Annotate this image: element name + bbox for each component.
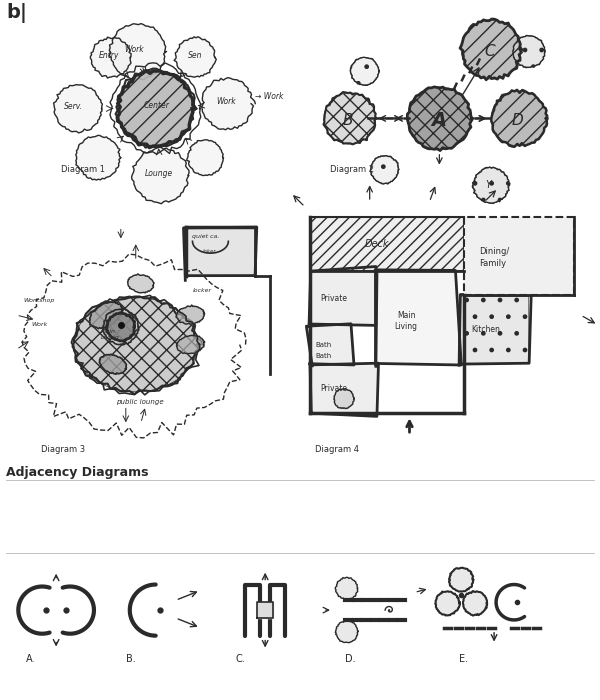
Polygon shape (310, 217, 464, 271)
Polygon shape (310, 363, 379, 416)
Text: E.: E. (459, 654, 469, 664)
Text: D: D (512, 113, 524, 128)
Polygon shape (323, 92, 376, 144)
Text: C: C (484, 44, 495, 59)
Polygon shape (257, 602, 273, 618)
Polygon shape (109, 24, 166, 80)
Polygon shape (128, 274, 154, 293)
Polygon shape (491, 90, 547, 147)
Text: A: A (431, 111, 446, 130)
Text: Diagram 4: Diagram 4 (315, 445, 359, 454)
Text: Bath: Bath (315, 354, 331, 359)
Text: Workshop: Workshop (23, 298, 55, 303)
Text: B.: B. (126, 654, 136, 664)
Polygon shape (91, 37, 131, 78)
Polygon shape (459, 295, 531, 365)
Text: Deck: Deck (365, 239, 389, 249)
Polygon shape (107, 313, 135, 341)
Polygon shape (73, 297, 202, 394)
Text: b|: b| (7, 3, 28, 23)
Polygon shape (435, 592, 460, 615)
Polygon shape (513, 36, 545, 68)
Polygon shape (407, 87, 473, 150)
Text: B: B (343, 113, 353, 128)
Text: Lounge: Lounge (145, 169, 173, 178)
Polygon shape (89, 302, 122, 329)
Text: Diagram 2: Diagram 2 (330, 165, 374, 174)
Polygon shape (174, 37, 216, 77)
Text: Private: Private (320, 384, 347, 393)
Polygon shape (176, 335, 205, 354)
Polygon shape (460, 19, 522, 80)
Polygon shape (334, 389, 354, 409)
Text: Y: Y (485, 181, 491, 190)
Text: Center: Center (144, 101, 170, 110)
Text: Kitchen: Kitchen (471, 326, 500, 335)
Text: Bath: Bath (315, 342, 331, 348)
Polygon shape (187, 140, 223, 176)
Text: Diagram 3: Diagram 3 (41, 445, 85, 454)
Polygon shape (335, 578, 358, 600)
Text: locker: locker (193, 288, 212, 293)
Text: quiet ca.: quiet ca. (193, 234, 220, 239)
Text: Adjacency Diagrams: Adjacency Diagrams (7, 466, 149, 479)
Text: Entry: Entry (99, 51, 119, 60)
Text: Serv.: Serv. (64, 102, 83, 111)
FancyBboxPatch shape (464, 217, 574, 295)
Polygon shape (370, 155, 399, 184)
Polygon shape (449, 568, 473, 592)
Polygon shape (335, 620, 358, 643)
Text: A.: A. (26, 654, 36, 664)
Text: public lounge: public lounge (116, 398, 163, 405)
Polygon shape (76, 135, 121, 180)
Text: loker: loker (202, 248, 216, 253)
Polygon shape (309, 267, 376, 326)
Polygon shape (463, 591, 487, 615)
Polygon shape (202, 78, 255, 130)
Polygon shape (117, 71, 196, 148)
Polygon shape (376, 270, 461, 366)
Polygon shape (53, 85, 103, 133)
Text: Main
Living: Main Living (101, 330, 119, 340)
Text: Work: Work (217, 97, 236, 106)
Text: Dining/: Dining/ (479, 246, 509, 256)
Polygon shape (307, 324, 354, 366)
Text: Main: Main (398, 311, 416, 320)
Text: Living: Living (395, 323, 418, 331)
Polygon shape (131, 147, 189, 204)
Polygon shape (472, 167, 510, 204)
Polygon shape (350, 57, 379, 85)
Text: Diagram 1: Diagram 1 (61, 165, 105, 174)
Polygon shape (176, 305, 205, 324)
Text: Private: Private (320, 294, 347, 303)
Text: C.: C. (235, 654, 245, 664)
Text: Sen: Sen (188, 51, 202, 60)
Text: → Work: → Work (255, 92, 284, 101)
Text: D.: D. (345, 654, 355, 664)
Text: Work: Work (31, 323, 47, 328)
Polygon shape (184, 227, 257, 281)
Text: Work: Work (124, 45, 143, 54)
Polygon shape (100, 354, 127, 374)
Text: Family: Family (479, 260, 506, 268)
